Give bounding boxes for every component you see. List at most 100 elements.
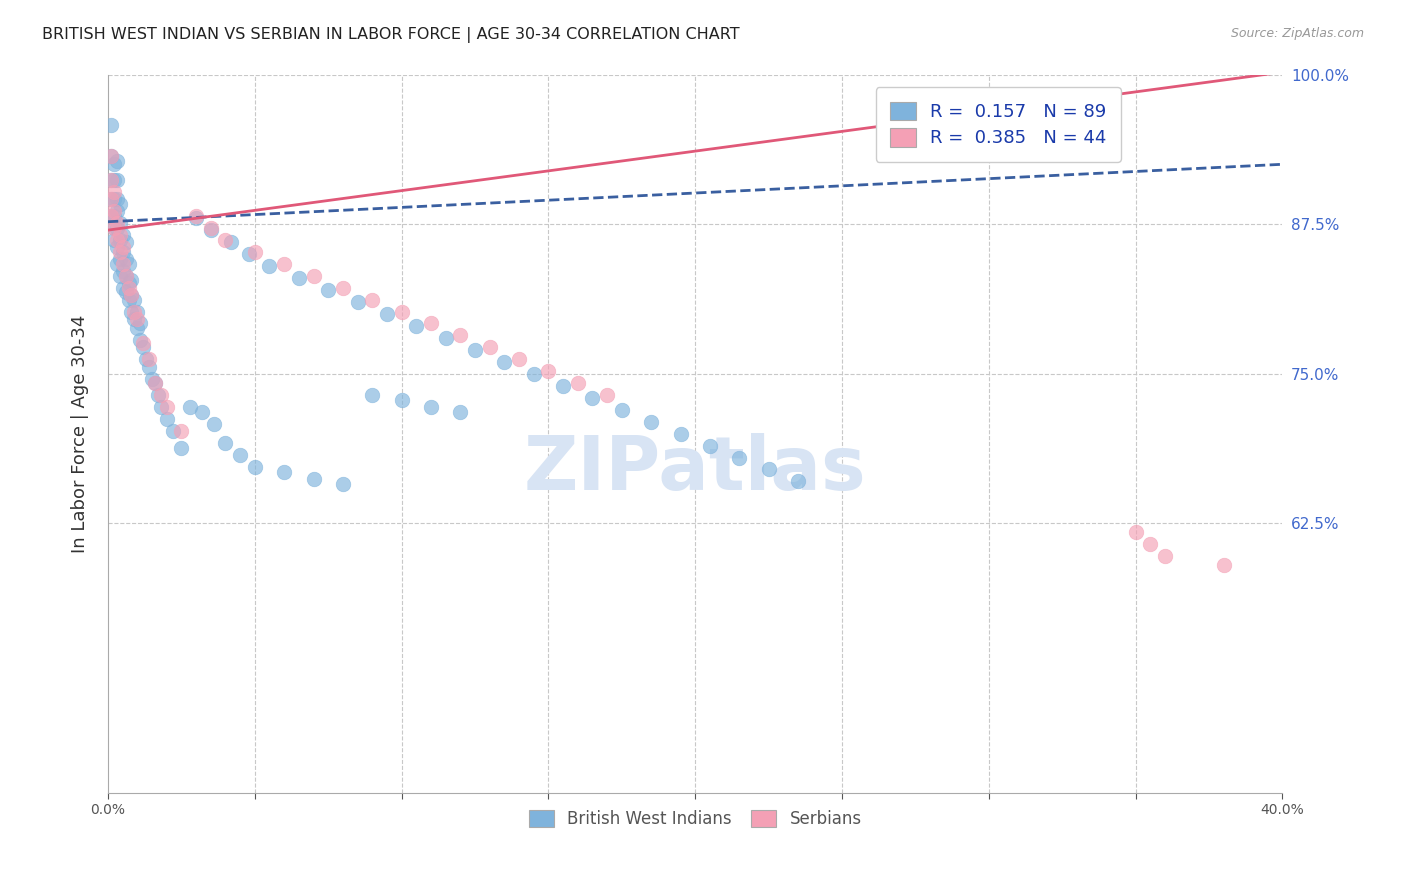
Y-axis label: In Labor Force | Age 30-34: In Labor Force | Age 30-34: [72, 314, 89, 553]
Point: [100, 173, 122, 187]
Point: [114, 268, 136, 283]
Point: [361, 388, 384, 402]
Point: [346, 294, 368, 309]
Point: [191, 405, 214, 419]
Point: [105, 220, 128, 235]
Point: [111, 227, 134, 242]
Point: [221, 235, 243, 249]
Point: [758, 462, 780, 476]
Point: [121, 273, 143, 287]
Point: [405, 318, 427, 333]
Text: ZIPatlas: ZIPatlas: [524, 433, 866, 506]
Point: [117, 276, 139, 290]
Point: [214, 233, 236, 247]
Point: [596, 388, 619, 402]
Point: [127, 321, 149, 335]
Point: [100, 149, 122, 163]
Point: [117, 280, 139, 294]
Point: [184, 211, 207, 226]
Point: [1154, 549, 1177, 563]
Point: [121, 287, 143, 301]
Point: [138, 352, 160, 367]
Point: [523, 367, 546, 381]
Point: [179, 401, 201, 415]
Point: [332, 476, 354, 491]
Point: [105, 233, 128, 247]
Point: [243, 244, 266, 259]
Point: [699, 439, 721, 453]
Point: [787, 475, 810, 489]
Point: [105, 257, 128, 271]
Point: [420, 401, 443, 415]
Point: [127, 311, 149, 326]
Point: [391, 393, 413, 408]
Point: [103, 157, 125, 171]
Point: [273, 257, 295, 271]
Point: [170, 441, 193, 455]
Point: [129, 317, 152, 331]
Point: [316, 283, 339, 297]
Point: [184, 209, 207, 223]
Point: [332, 280, 354, 294]
Point: [103, 173, 125, 187]
Point: [449, 328, 471, 343]
Point: [111, 240, 134, 254]
Point: [162, 424, 184, 438]
Point: [105, 216, 128, 230]
Point: [170, 424, 193, 438]
Point: [143, 376, 166, 391]
Point: [214, 436, 236, 450]
Text: BRITISH WEST INDIAN VS SERBIAN IN LABOR FORCE | AGE 30-34 CORRELATION CHART: BRITISH WEST INDIAN VS SERBIAN IN LABOR …: [42, 27, 740, 43]
Point: [117, 293, 139, 307]
Point: [135, 352, 157, 367]
Point: [114, 252, 136, 266]
Point: [494, 355, 516, 369]
Point: [111, 257, 134, 271]
Point: [361, 293, 384, 307]
Point: [146, 388, 169, 402]
Point: [121, 304, 143, 318]
Point: [669, 426, 692, 441]
Point: [100, 173, 122, 187]
Point: [728, 450, 751, 465]
Point: [103, 220, 125, 235]
Point: [1139, 537, 1161, 551]
Point: [100, 192, 122, 206]
Point: [124, 311, 146, 326]
Point: [105, 173, 128, 187]
Point: [202, 417, 225, 431]
Point: [138, 359, 160, 374]
Point: [537, 364, 560, 378]
Point: [124, 293, 146, 307]
Point: [103, 220, 125, 235]
Point: [420, 317, 443, 331]
Point: [464, 343, 486, 357]
Point: [273, 465, 295, 479]
Point: [581, 391, 603, 405]
Point: [105, 240, 128, 254]
Point: [478, 340, 501, 354]
Point: [640, 415, 662, 429]
Point: [100, 118, 122, 132]
Point: [449, 405, 471, 419]
Point: [375, 307, 398, 321]
Point: [108, 196, 131, 211]
Point: [391, 304, 413, 318]
Point: [100, 209, 122, 223]
Point: [143, 376, 166, 391]
Point: [238, 247, 260, 261]
Point: [114, 285, 136, 300]
Point: [103, 233, 125, 247]
Point: [553, 378, 575, 392]
Point: [114, 235, 136, 249]
Point: [114, 268, 136, 283]
Point: [124, 304, 146, 318]
Point: [1125, 524, 1147, 539]
Point: [129, 333, 152, 347]
Point: [103, 185, 125, 199]
Legend: British West Indians, Serbians: British West Indians, Serbians: [522, 803, 869, 835]
Point: [156, 412, 179, 426]
Point: [100, 209, 122, 223]
Point: [117, 257, 139, 271]
Point: [567, 376, 589, 391]
